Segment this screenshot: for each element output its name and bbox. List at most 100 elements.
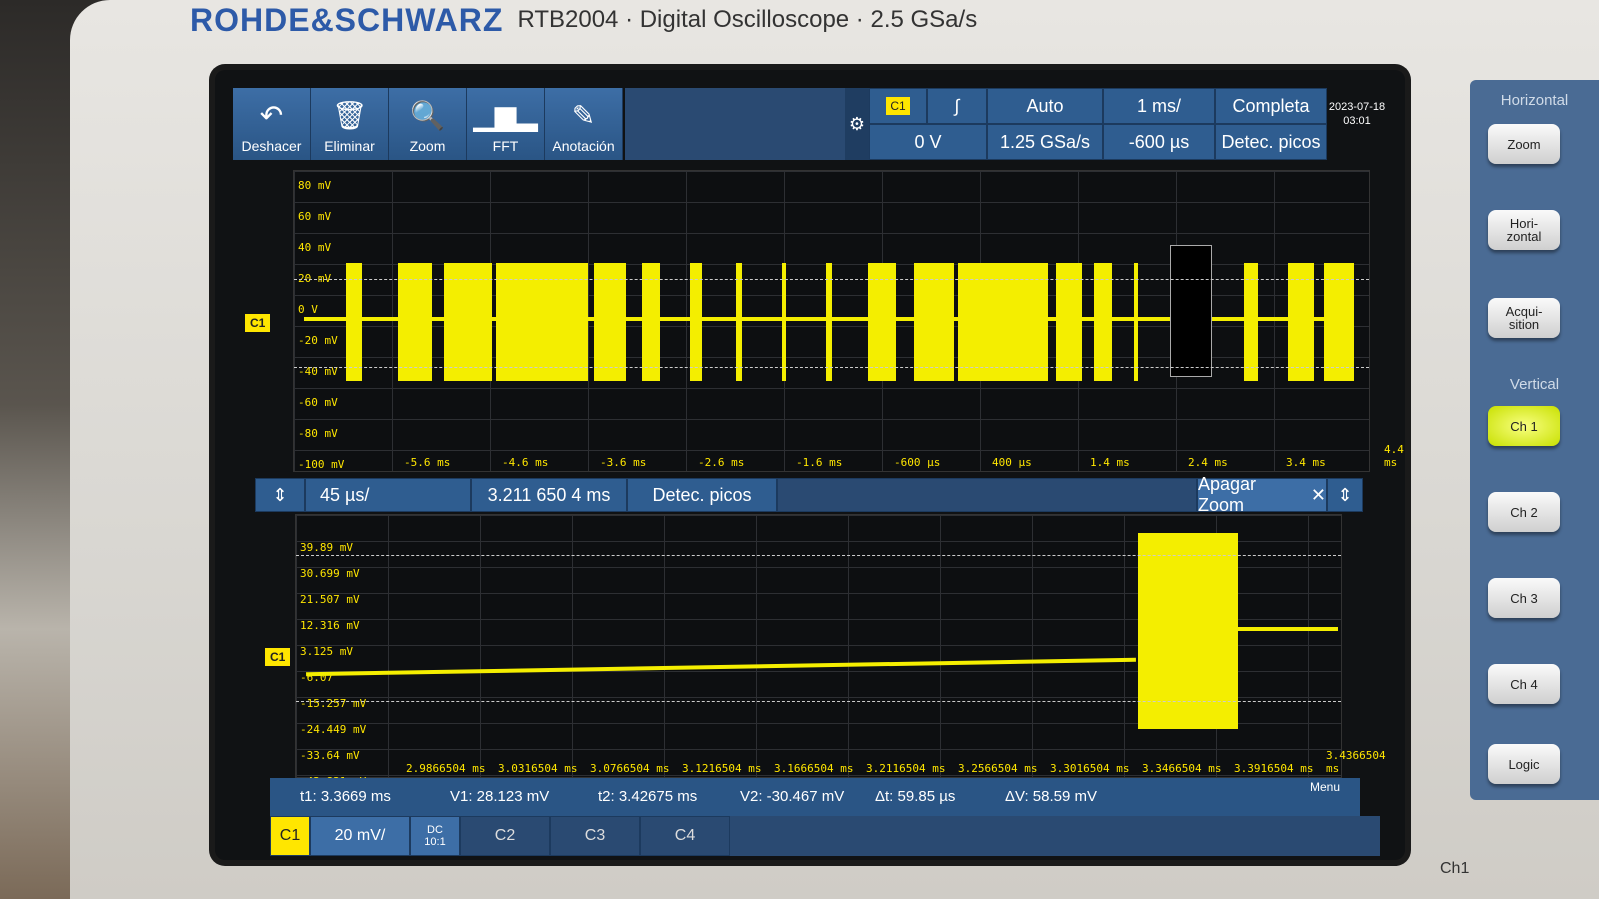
zoom-bar-spacer bbox=[777, 478, 1197, 512]
trigger-level[interactable]: 0 V bbox=[869, 124, 987, 160]
measurement-bar: t1: 3.3669 ms V1: 28.123 mV t2: 3.42675 … bbox=[270, 778, 1360, 816]
zoom-bar-scroll-icon[interactable]: ⇕ bbox=[1327, 478, 1363, 512]
x-tick-label: 3.1666504 ms bbox=[774, 762, 854, 775]
trigger-panel: C1 ∫ Auto 1 ms/ Completa 0 V 1.25 GSa/s … bbox=[869, 88, 1329, 160]
pencil-icon: ✎ bbox=[571, 100, 596, 131]
y-tick-label: 3.125 mV bbox=[300, 645, 353, 658]
zoom-cursor-line-2[interactable] bbox=[296, 701, 1341, 702]
annotation-button[interactable]: ✎ Anotación bbox=[545, 88, 623, 160]
burst bbox=[736, 263, 742, 381]
x-tick-label: -1.6 ms bbox=[796, 456, 843, 469]
zoom-detect[interactable]: Detec. picos bbox=[627, 478, 777, 512]
y-tick-label: 20 mV bbox=[298, 272, 332, 285]
x-tick-label: 3.0766504 ms bbox=[590, 762, 670, 775]
channel-c4-tab[interactable]: C4 bbox=[640, 816, 730, 856]
x-tick-label: 3.3466504 ms bbox=[1142, 762, 1222, 775]
zoom-baseline-right bbox=[1238, 627, 1338, 631]
trigger-source[interactable]: C1 bbox=[869, 88, 927, 124]
burst bbox=[1244, 263, 1258, 381]
channel-c1-coupling[interactable]: DC 10:1 bbox=[410, 816, 460, 856]
undo-button[interactable]: ↶ Deshacer bbox=[233, 88, 311, 160]
x-tick-label: 4.4 ms bbox=[1384, 443, 1404, 469]
channel-c1-tab[interactable]: C1 bbox=[270, 816, 310, 856]
settings-gear-icon[interactable]: ⚙ bbox=[845, 88, 869, 160]
cursor-v2: V2: -30.467 mV bbox=[740, 788, 845, 805]
x-tick-label: 3.2116504 ms bbox=[866, 762, 946, 775]
y-tick-label: -80 mV bbox=[298, 427, 338, 440]
burst bbox=[690, 263, 702, 381]
horizontal-hardkey[interactable]: Hori- zontal bbox=[1488, 210, 1560, 250]
main-channel-marker[interactable]: C1 bbox=[245, 314, 271, 332]
burst bbox=[1056, 263, 1082, 381]
x-tick-label: 2.4 ms bbox=[1188, 456, 1228, 469]
ch4-hardkey[interactable]: Ch 4 bbox=[1488, 664, 1560, 704]
x-tick-label: 3.4366504 ms bbox=[1326, 749, 1386, 775]
burst bbox=[1134, 263, 1138, 381]
y-tick-label: 80 mV bbox=[298, 179, 332, 192]
zoom-hardkey[interactable]: Zoom bbox=[1488, 124, 1560, 164]
zoom-button[interactable]: 🔍 Zoom bbox=[389, 88, 467, 160]
control-panel: Horizontal Zoom Hori- zontal Acqui- siti… bbox=[1470, 80, 1599, 800]
zoom-waveform-area[interactable]: 39.89 mV 30.699 mV 21.507 mV 12.316 mV 3.125… bbox=[295, 514, 1386, 788]
zoom-position[interactable]: 3.211 650 4 ms bbox=[471, 478, 627, 512]
burst bbox=[1324, 263, 1354, 381]
zoom-cursor-line-1[interactable] bbox=[296, 555, 1341, 556]
burst bbox=[544, 263, 588, 381]
toolbar: ↶ Deshacer 🗑 Eliminar 🔍 Zoom ▁▆▂ FFT ✎ Anotac… bbox=[233, 88, 625, 160]
y-tick-label: 0 V bbox=[298, 303, 318, 316]
y-tick-label: 30.699 mV bbox=[300, 567, 360, 580]
y-tick-label: 12.316 mV bbox=[300, 619, 360, 632]
y-tick-label: -100 mV bbox=[298, 458, 345, 471]
horizontal-section-label: Horizontal bbox=[1500, 92, 1569, 109]
timebase-scale[interactable]: 1 ms/ bbox=[1103, 88, 1215, 124]
delete-button[interactable]: 🗑 Eliminar bbox=[311, 88, 389, 160]
x-tick-label: 3.3016504 ms bbox=[1050, 762, 1130, 775]
acquisition-mode[interactable]: Completa bbox=[1215, 88, 1327, 124]
burst bbox=[642, 263, 660, 381]
acquisition-hardkey[interactable]: Acqui- sition bbox=[1488, 298, 1560, 338]
logic-hardkey[interactable]: Logic bbox=[1488, 744, 1560, 784]
ch2-hardkey[interactable]: Ch 2 bbox=[1488, 492, 1560, 532]
channel-c2-tab[interactable]: C2 bbox=[460, 816, 550, 856]
y-tick-label: -24.449 mV bbox=[300, 723, 367, 736]
y-tick-label: 39.89 mV bbox=[300, 541, 353, 554]
cursor-delta-v: ΔV: 58.59 mV bbox=[1005, 788, 1098, 805]
trigger-mode[interactable]: Auto bbox=[987, 88, 1103, 124]
ch1-hardkey[interactable]: Ch 1 bbox=[1488, 406, 1560, 446]
cursor-line-2[interactable] bbox=[294, 367, 1369, 368]
x-tick-label: -3.6 ms bbox=[600, 456, 647, 469]
fft-button[interactable]: ▁▆▂ FFT bbox=[467, 88, 545, 160]
ch3-hardkey[interactable]: Ch 3 bbox=[1488, 578, 1560, 618]
cursor-t1: t1: 3.3669 ms bbox=[300, 788, 391, 805]
burst bbox=[782, 263, 786, 381]
y-tick-label: 21.507 mV bbox=[300, 593, 360, 606]
zoom-channel-marker[interactable]: C1 bbox=[265, 648, 291, 666]
trigger-slope[interactable]: ∫ bbox=[927, 88, 987, 124]
channel-c3-tab[interactable]: C3 bbox=[550, 816, 640, 856]
y-tick-label: -40 mV bbox=[298, 365, 338, 378]
menu-button[interactable]: Menu bbox=[1310, 780, 1341, 794]
y-tick-label: -15.257 mV bbox=[300, 697, 367, 710]
y-tick-label: 60 mV bbox=[298, 210, 332, 223]
cursor-v1: V1: 28.123 mV bbox=[450, 788, 550, 805]
detect-mode[interactable]: Detec. picos bbox=[1215, 124, 1327, 160]
burst bbox=[496, 263, 544, 381]
horizontal-position[interactable]: -600 µs bbox=[1103, 124, 1215, 160]
display-screen: ↶ Deshacer 🗑 Eliminar 🔍 Zoom ▁▆▂ FFT ✎ Anotac… bbox=[215, 70, 1405, 860]
y-tick-label: -60 mV bbox=[298, 396, 338, 409]
zoom-burst bbox=[1138, 533, 1238, 729]
burst bbox=[444, 263, 492, 381]
zoom-off-button[interactable]: Apagar Zoom ✕ bbox=[1197, 474, 1327, 515]
x-tick-label: 1.4 ms bbox=[1090, 456, 1130, 469]
x-tick-label: -2.6 ms bbox=[698, 456, 745, 469]
zoom-bar: ⇕ 45 µs/ 3.211 650 4 ms Detec. picos Apa… bbox=[255, 474, 1365, 515]
cursor-line-1[interactable] bbox=[294, 279, 1369, 280]
zoom-window-marker[interactable] bbox=[1170, 245, 1212, 377]
burst bbox=[958, 263, 1008, 381]
burst bbox=[1288, 263, 1314, 381]
zoom-updown-icon[interactable]: ⇕ bbox=[255, 478, 305, 512]
zoom-scale[interactable]: 45 µs/ bbox=[305, 478, 471, 512]
main-waveform-area[interactable]: 80 mV 60 mV 40 mV 20 mV 0 V -20 mV -40 mV -60 m… bbox=[293, 170, 1404, 472]
sample-rate[interactable]: 1.25 GSa/s bbox=[987, 124, 1103, 160]
channel-c1-scale[interactable]: 20 mV/ bbox=[310, 816, 410, 856]
